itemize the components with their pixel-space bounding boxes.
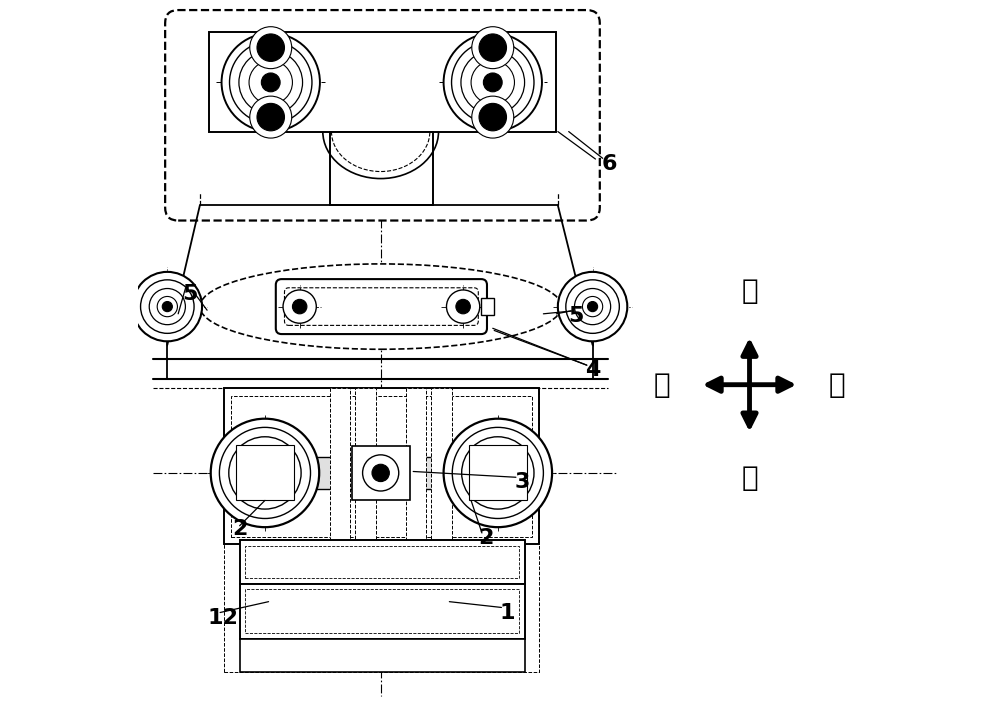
Circle shape (452, 41, 534, 123)
Bar (330, 131, 433, 205)
Circle shape (444, 33, 542, 131)
Circle shape (473, 448, 523, 498)
Circle shape (283, 290, 316, 323)
Text: 4: 4 (585, 360, 601, 380)
Circle shape (472, 96, 514, 138)
Circle shape (483, 458, 512, 487)
Circle shape (452, 428, 543, 518)
Bar (431, 388, 452, 544)
Circle shape (472, 27, 514, 69)
Circle shape (219, 428, 311, 518)
Circle shape (471, 61, 514, 104)
Text: 后: 后 (741, 277, 758, 305)
Circle shape (292, 299, 307, 314)
Circle shape (456, 299, 470, 314)
Circle shape (250, 27, 292, 69)
Text: 2: 2 (232, 519, 248, 539)
Circle shape (258, 465, 272, 480)
Bar (406, 388, 426, 544)
Text: 左: 左 (653, 371, 670, 399)
Bar (236, 446, 294, 500)
Bar (355, 388, 376, 544)
Circle shape (461, 51, 525, 114)
Bar (224, 390, 539, 672)
Circle shape (149, 288, 185, 325)
Circle shape (372, 464, 389, 481)
Circle shape (491, 465, 505, 480)
Circle shape (257, 34, 284, 62)
Circle shape (249, 61, 292, 104)
Circle shape (141, 280, 194, 333)
Bar (231, 396, 532, 537)
Text: 1: 1 (500, 603, 516, 622)
Bar (330, 388, 350, 544)
FancyBboxPatch shape (276, 279, 487, 334)
Text: 右: 右 (829, 371, 846, 399)
Bar (352, 446, 410, 499)
Ellipse shape (200, 264, 561, 349)
Bar (240, 640, 525, 672)
Circle shape (250, 96, 292, 138)
FancyBboxPatch shape (284, 287, 478, 325)
Circle shape (211, 419, 319, 527)
Text: 5: 5 (182, 285, 197, 304)
Circle shape (239, 51, 303, 114)
Circle shape (479, 103, 507, 131)
Circle shape (133, 272, 202, 341)
Text: 12: 12 (207, 608, 238, 627)
Bar (265, 457, 498, 489)
Circle shape (446, 290, 480, 323)
Text: 2: 2 (478, 528, 494, 548)
Bar (224, 388, 539, 544)
Circle shape (157, 296, 177, 317)
Text: 5: 5 (569, 306, 584, 326)
Circle shape (261, 73, 280, 91)
Circle shape (250, 458, 279, 487)
Text: 前: 前 (741, 464, 758, 492)
Circle shape (483, 73, 502, 91)
Circle shape (462, 437, 534, 509)
Circle shape (574, 288, 611, 325)
FancyBboxPatch shape (165, 10, 600, 221)
Circle shape (257, 103, 284, 131)
Circle shape (558, 272, 627, 341)
Bar (240, 540, 525, 584)
Circle shape (162, 301, 172, 311)
Circle shape (240, 448, 290, 498)
Circle shape (444, 419, 552, 527)
Bar (245, 590, 519, 634)
Bar (240, 584, 525, 640)
Circle shape (230, 41, 312, 123)
Bar (481, 298, 494, 315)
Circle shape (222, 33, 320, 131)
Bar (209, 32, 556, 131)
Circle shape (588, 301, 598, 311)
Circle shape (566, 280, 619, 333)
Circle shape (363, 455, 399, 491)
Bar (469, 446, 527, 500)
Circle shape (229, 437, 301, 509)
Bar (245, 546, 519, 578)
Text: 3: 3 (514, 473, 530, 492)
Circle shape (582, 296, 603, 317)
Circle shape (479, 34, 507, 62)
Text: 6: 6 (601, 154, 617, 174)
